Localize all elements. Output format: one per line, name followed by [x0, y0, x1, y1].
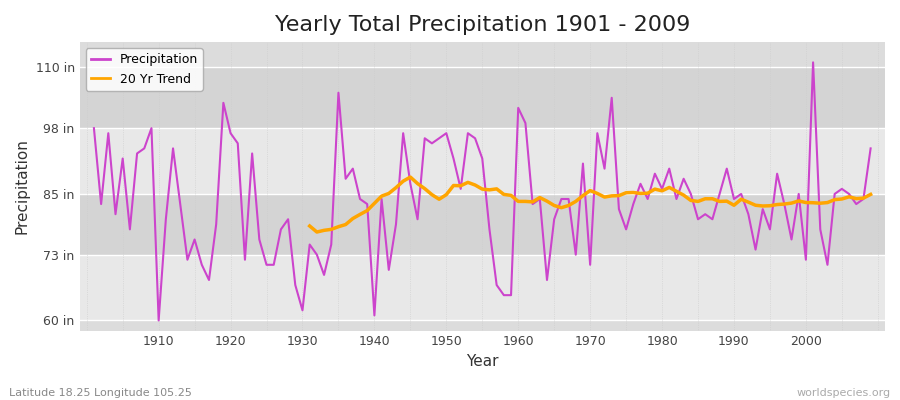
Bar	[79, 128, 885, 194]
Y-axis label: Precipitation: Precipitation	[15, 138, 30, 234]
X-axis label: Year: Year	[466, 354, 499, 369]
Bar	[79, 255, 885, 320]
Text: worldspecies.org: worldspecies.org	[796, 388, 891, 398]
Legend: Precipitation, 20 Yr Trend: Precipitation, 20 Yr Trend	[86, 48, 202, 91]
Text: Latitude 18.25 Longitude 105.25: Latitude 18.25 Longitude 105.25	[9, 388, 192, 398]
Bar	[79, 194, 885, 255]
Title: Yearly Total Precipitation 1901 - 2009: Yearly Total Precipitation 1901 - 2009	[274, 15, 690, 35]
Bar	[79, 68, 885, 128]
